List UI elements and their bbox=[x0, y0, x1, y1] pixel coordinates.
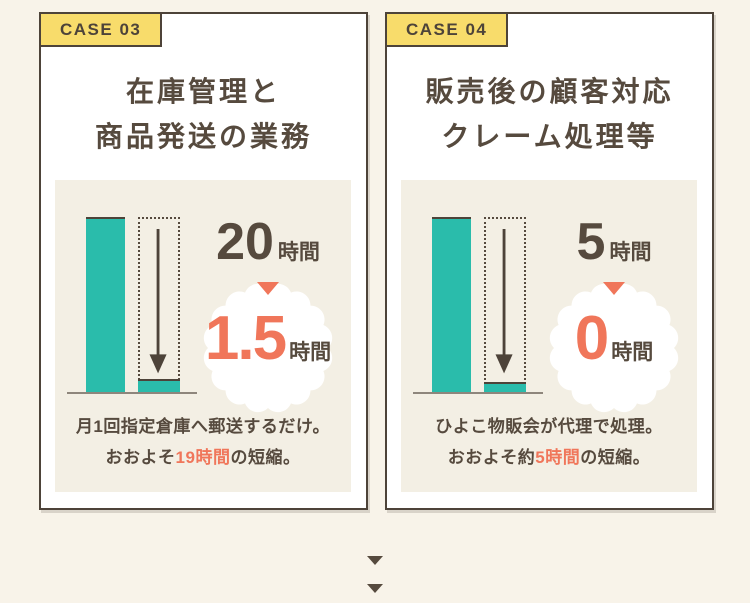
desc-line-1: ひよこ物販会が代理で処理。 bbox=[435, 417, 663, 436]
down-triangle-icon bbox=[603, 282, 625, 295]
before-bar bbox=[86, 217, 125, 392]
desc-line-2: おおよそ19時間の短縮。 bbox=[106, 448, 301, 467]
after-bar bbox=[138, 379, 180, 392]
case-badge: CASE 03 bbox=[39, 12, 163, 47]
before-value: 20 時間 bbox=[193, 216, 343, 268]
scroll-indicator bbox=[367, 556, 383, 593]
title-line-1: 在庫管理と bbox=[125, 76, 281, 107]
desc-text: おおよそ約 bbox=[447, 447, 536, 467]
chart-figures: 20 時間 1.5 時間 bbox=[193, 180, 343, 413]
desc-highlight: 5時間 bbox=[535, 447, 581, 467]
after-bar bbox=[484, 382, 526, 392]
case-cards-row: CASE 03 在庫管理と 商品発送の業務 20 時間 bbox=[39, 12, 714, 510]
title-line-2: クレーム処理等 bbox=[441, 120, 658, 152]
down-triangle-icon bbox=[257, 282, 279, 295]
desc-text: おおよそ bbox=[105, 447, 176, 467]
case-description: ひよこ物販会が代理で処理。 おおよそ約5時間の短縮。 bbox=[401, 412, 697, 473]
chart-panel: 20 時間 1.5 時間 月1回指定倉庫へ郵送するだけ。 おおよそ19時間の短縮。 bbox=[55, 180, 351, 492]
starburst-seal-shape bbox=[549, 283, 679, 413]
down-triangle-icon bbox=[367, 556, 383, 565]
desc-line-1: 月1回指定倉庫へ郵送するだけ。 bbox=[76, 417, 330, 436]
case-card-04: CASE 04 販売後の顧客対応 クレーム処理等 5 時間 bbox=[385, 12, 714, 510]
case-badge: CASE 04 bbox=[385, 12, 509, 47]
before-unit: 時間 bbox=[609, 241, 652, 264]
desc-line-2: おおよそ約5時間の短縮。 bbox=[448, 448, 650, 467]
case-title: 販売後の顧客対応 クレーム処理等 bbox=[387, 70, 712, 160]
after-number: 1.5 bbox=[204, 304, 287, 373]
chart-baseline bbox=[67, 392, 197, 394]
down-arrow-icon bbox=[149, 228, 167, 374]
chart-baseline bbox=[413, 392, 543, 394]
title-line-2: 商品発送の業務 bbox=[94, 120, 312, 152]
chart-panel: 5 時間 0 時間 ひよこ物販会が代理で処理。 おおよそ約5時間の短縮。 bbox=[401, 180, 697, 492]
title-line-1: 販売後の顧客対応 bbox=[425, 76, 674, 107]
desc-highlight: 19時間 bbox=[175, 447, 231, 467]
starburst-seal-shape bbox=[203, 283, 333, 413]
desc-text: の短縮。 bbox=[230, 447, 301, 467]
after-unit: 時間 bbox=[611, 341, 654, 364]
after-unit: 時間 bbox=[289, 341, 332, 364]
desc-text: ひよこ物販会が代理で処理。 bbox=[435, 417, 663, 436]
desc-text: 月1回指定倉庫へ郵送するだけ。 bbox=[75, 417, 331, 436]
before-after-chart: 20 時間 1.5 時間 bbox=[55, 180, 351, 413]
before-number: 20 bbox=[216, 213, 274, 271]
reduction-outline-bar bbox=[484, 217, 526, 392]
before-bar bbox=[432, 217, 471, 392]
down-triangle-icon bbox=[367, 584, 383, 593]
after-value: 0 時間 bbox=[539, 308, 689, 370]
case-card-03: CASE 03 在庫管理と 商品発送の業務 20 時間 bbox=[39, 12, 368, 510]
before-number: 5 bbox=[576, 213, 606, 271]
down-arrow-icon bbox=[495, 228, 513, 374]
case-title: 在庫管理と商品発送の業務 bbox=[41, 70, 366, 160]
after-number: 0 bbox=[574, 304, 610, 373]
before-unit: 時間 bbox=[277, 241, 320, 264]
reduction-outline-bar bbox=[138, 217, 180, 392]
before-after-chart: 5 時間 0 時間 bbox=[401, 180, 697, 413]
before-value: 5 時間 bbox=[539, 216, 689, 268]
after-value: 1.5 時間 bbox=[193, 308, 343, 370]
case-description: 月1回指定倉庫へ郵送するだけ。 おおよそ19時間の短縮。 bbox=[55, 412, 351, 473]
chart-figures: 5 時間 0 時間 bbox=[539, 180, 689, 413]
desc-text: の短縮。 bbox=[580, 447, 651, 467]
